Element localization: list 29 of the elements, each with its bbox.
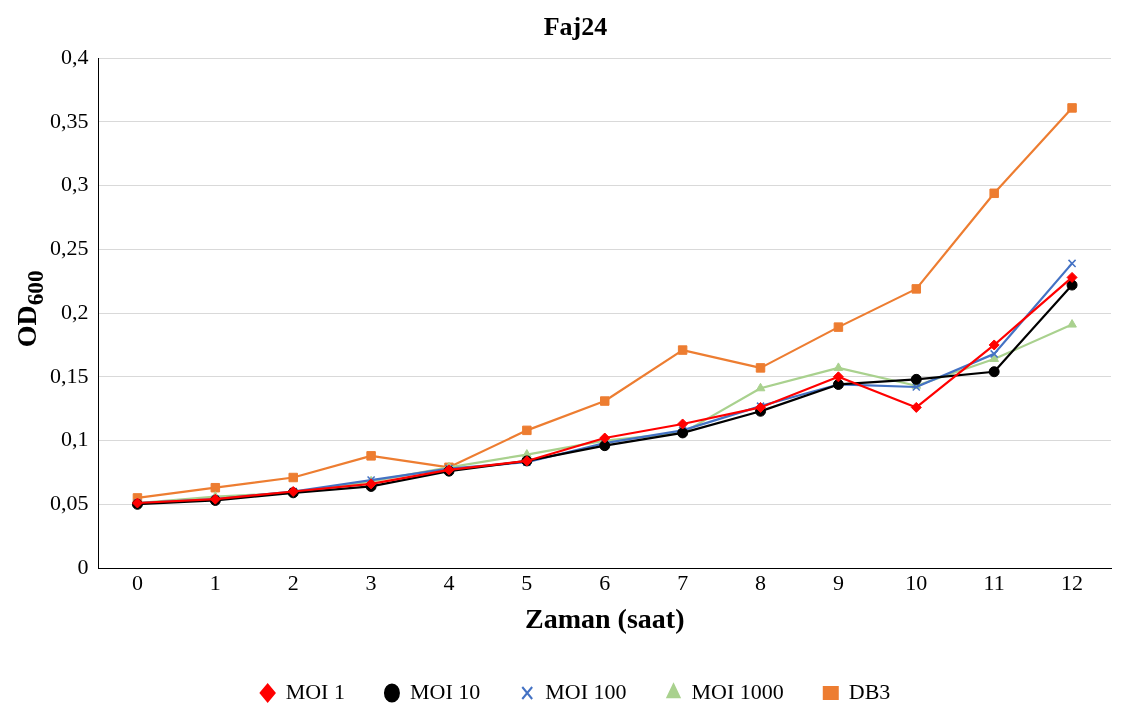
x-tick-label: 12 (1061, 569, 1084, 595)
x-tick-label: 1 (209, 569, 221, 595)
y-tick-label: 0,1 (61, 426, 89, 452)
legend-label: MOI 1000 (691, 678, 784, 704)
x-tick-label: 5 (521, 569, 533, 595)
x-tick-label: 2 (287, 569, 299, 595)
x-tick-label: 3 (365, 569, 377, 595)
legend-label: MOI 1 (285, 678, 345, 704)
x-tick-label: 11 (983, 569, 1005, 595)
y-tick-label: 0,2 (61, 298, 89, 324)
x-tick-label: 8 (755, 569, 767, 595)
y-tick-label: 0,35 (50, 107, 89, 133)
y-tick-label: 0,25 (50, 235, 89, 261)
y-tick-label: 0,15 (50, 362, 89, 388)
legend-label: DB3 (848, 678, 891, 704)
x-tick-label: 6 (599, 569, 611, 595)
x-tick-label: 7 (677, 569, 689, 595)
y-tick-label: 0 (77, 553, 89, 579)
x-tick-label: 0 (131, 569, 143, 595)
y-tick-label: 0,3 (61, 171, 89, 197)
legend-label: MOI 100 (545, 678, 627, 704)
x-tick-label: 4 (443, 569, 455, 595)
legend-label: MOI 10 (409, 678, 481, 704)
y-tick-label: 0,4 (61, 43, 89, 69)
y-tick-label: 0,05 (50, 490, 89, 516)
x-tick-label: 9 (832, 569, 844, 595)
x-tick-label: 10 (905, 569, 928, 595)
x-axis-title: Zaman (saat) (525, 603, 685, 635)
chart-title: Faj24 (543, 12, 608, 42)
